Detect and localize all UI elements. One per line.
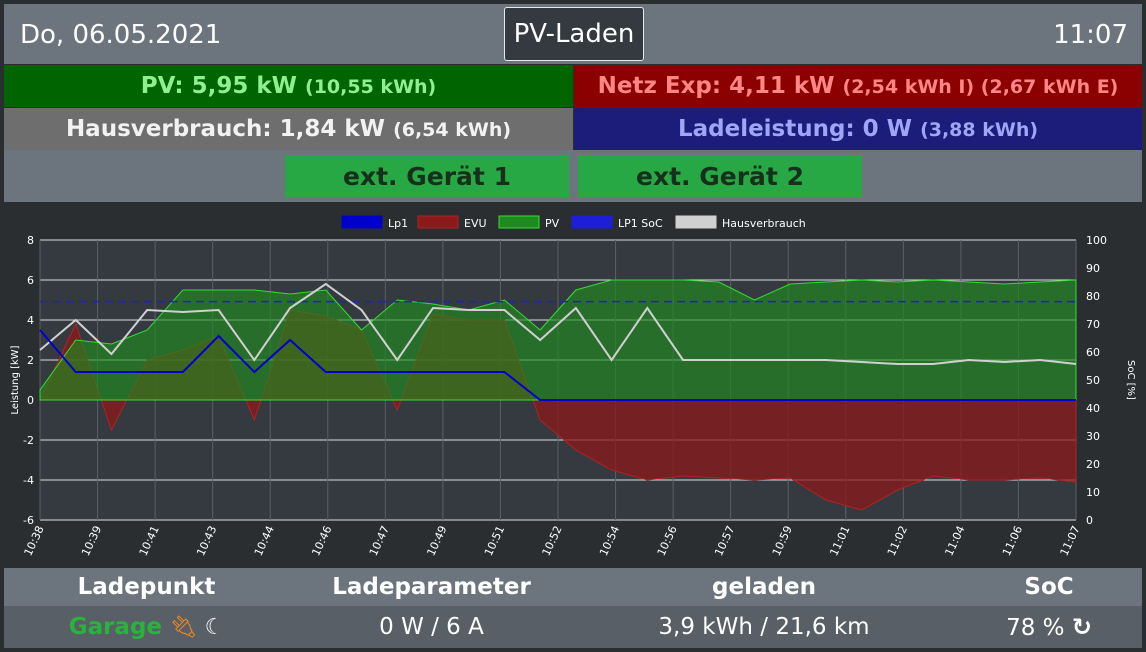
ext-device-1-button[interactable]: ext. Gerät 1 bbox=[285, 155, 569, 198]
x-tick-label: 11:07 bbox=[1058, 524, 1083, 558]
y-axis-label: Leistung [kW] bbox=[10, 345, 21, 414]
x-tick-label: 10:59 bbox=[770, 524, 795, 558]
charged-value: 3,9 kWh / 21,6 km bbox=[658, 614, 870, 640]
y2-tick-label: 90 bbox=[1086, 262, 1100, 275]
col-soc: SoC bbox=[1024, 574, 1074, 600]
x-tick-label: 10:39 bbox=[79, 524, 104, 558]
moon-icon: ☾ bbox=[204, 615, 225, 640]
x-tick-label: 10:43 bbox=[194, 524, 219, 558]
x-tick-label: 10:38 bbox=[22, 524, 47, 558]
x-tick-label: 10:49 bbox=[424, 524, 449, 558]
grid-energy: (2,54 kWh I) (2,67 kWh E) bbox=[842, 76, 1119, 98]
y-tick-label: 8 bbox=[27, 234, 34, 247]
col-geladen: geladen bbox=[712, 574, 816, 600]
legend-label: EVU bbox=[464, 217, 487, 230]
charging-energy: (3,88 kWh) bbox=[920, 119, 1039, 141]
legend-swatch bbox=[498, 215, 540, 229]
x-tick-label: 11:01 bbox=[827, 524, 852, 558]
x-tick-label: 10:41 bbox=[137, 524, 162, 558]
header-bar: Do, 06.05.2021 PV-Laden 11:07 bbox=[4, 4, 1142, 64]
date-display: Do, 06.05.2021 bbox=[20, 20, 222, 50]
pv-area bbox=[39, 279, 1077, 401]
x-tick-label: 10:56 bbox=[655, 524, 680, 558]
y-tick-label: 0 bbox=[27, 394, 34, 407]
refresh-icon[interactable]: ↻ bbox=[1071, 613, 1092, 641]
x-tick-label: 10:44 bbox=[252, 524, 277, 558]
chargepoint-name[interactable]: Garage bbox=[68, 614, 163, 640]
y2-tick-label: 50 bbox=[1086, 374, 1100, 387]
x-tick-label: 11:02 bbox=[885, 524, 910, 558]
pv-energy: (10,55 kWh) bbox=[305, 76, 437, 98]
lp1-line bbox=[39, 329, 1076, 401]
x-tick-label: 10:52 bbox=[540, 524, 565, 558]
house-power: Hausverbrauch: 1,84 kW bbox=[65, 116, 386, 142]
y2-tick-label: 70 bbox=[1086, 318, 1100, 331]
grid-power: Netz Exp: 4,11 kW bbox=[597, 73, 835, 99]
y2-tick-label: 20 bbox=[1086, 458, 1100, 471]
charging-power: Ladeleistung: 0 W bbox=[677, 116, 913, 142]
legend-swatch bbox=[675, 215, 717, 229]
y2-tick-label: 80 bbox=[1086, 290, 1100, 303]
power-chart: 8 6 4 2 0 -2 -4 -6 100 90 80 70 60 50 40 30 20 10 0 10:38 10… bbox=[4, 208, 1142, 563]
soc-value: 78 % bbox=[1006, 615, 1065, 641]
pv-tile: PV: 5,95 kW (10,55 kWh) bbox=[4, 65, 573, 107]
time-display: 11:07 bbox=[1053, 20, 1128, 50]
soc-cell[interactable]: 78 % ↻ bbox=[964, 606, 1134, 649]
charge-parameter-value: 0 W / 6 A bbox=[379, 614, 484, 640]
y-tick-label: -2 bbox=[23, 434, 34, 447]
y-tick-label: 2 bbox=[27, 354, 34, 367]
x-tick-label: 10:57 bbox=[712, 524, 737, 558]
house-consumption-tile: Hausverbrauch: 1,84 kW (6,54 kWh) bbox=[4, 108, 573, 150]
grid-tile: Netz Exp: 4,11 kW (2,54 kWh I) (2,67 kWh… bbox=[574, 65, 1142, 107]
x-tick-label: 10:46 bbox=[309, 524, 334, 558]
y2-axis-label: SoC [%] bbox=[1125, 360, 1136, 400]
y2-tick-label: 60 bbox=[1086, 346, 1100, 359]
x-tick-label: 10:47 bbox=[367, 524, 392, 558]
legend-swatch bbox=[571, 215, 613, 229]
ext-device-2-button[interactable]: ext. Gerät 2 bbox=[578, 155, 862, 198]
chargepoint-cell[interactable]: Garage 🔌︎ ☾ bbox=[44, 606, 249, 649]
charge-mode-button[interactable]: PV-Laden bbox=[504, 7, 644, 61]
y2-tick-label: 40 bbox=[1086, 402, 1100, 415]
x-tick-label: 10:51 bbox=[482, 524, 507, 558]
y2-tick-label: 100 bbox=[1086, 234, 1107, 247]
devices-row: ext. Gerät 1 ext. Gerät 2 bbox=[4, 150, 1142, 202]
hausverbrauch-line bbox=[39, 282, 1077, 365]
chargepoint-table-header: Ladepunkt Ladeparameter geladen SoC bbox=[4, 568, 1142, 606]
y2-tick-label: 10 bbox=[1086, 486, 1100, 499]
chargepoint-row[interactable]: Garage 🔌︎ ☾ 0 W / 6 A 3,9 kWh / 21,6 km … bbox=[4, 606, 1142, 648]
x-tick-label: 10:54 bbox=[597, 524, 622, 558]
charging-power-tile: Ladeleistung: 0 W (3,88 kWh) bbox=[574, 108, 1142, 150]
col-ladepunkt: Ladepunkt bbox=[77, 574, 216, 600]
y-tick-label: -6 bbox=[23, 514, 34, 527]
legend-label: Hausverbrauch bbox=[722, 217, 806, 230]
y-tick-label: 4 bbox=[27, 314, 34, 327]
y2-tick-label: 0 bbox=[1086, 514, 1093, 527]
legend-swatch bbox=[341, 215, 383, 229]
x-tick-label: 11:06 bbox=[1000, 524, 1025, 558]
y-tick-label: 6 bbox=[27, 274, 34, 287]
legend-label: PV bbox=[545, 217, 560, 230]
pv-power: PV: 5,95 kW bbox=[140, 73, 298, 99]
plug-icon: 🔌︎ bbox=[169, 615, 198, 640]
legend-label: LP1 SoC bbox=[618, 217, 663, 230]
legend-label: Lp1 bbox=[388, 217, 408, 230]
col-ladeparameter: Ladeparameter bbox=[332, 574, 531, 600]
y2-tick-label: 30 bbox=[1086, 430, 1100, 443]
x-tick-label: 11:04 bbox=[942, 524, 967, 558]
legend-swatch bbox=[417, 215, 459, 229]
house-energy: (6,54 kWh) bbox=[393, 119, 512, 141]
y-tick-label: -4 bbox=[23, 474, 34, 487]
